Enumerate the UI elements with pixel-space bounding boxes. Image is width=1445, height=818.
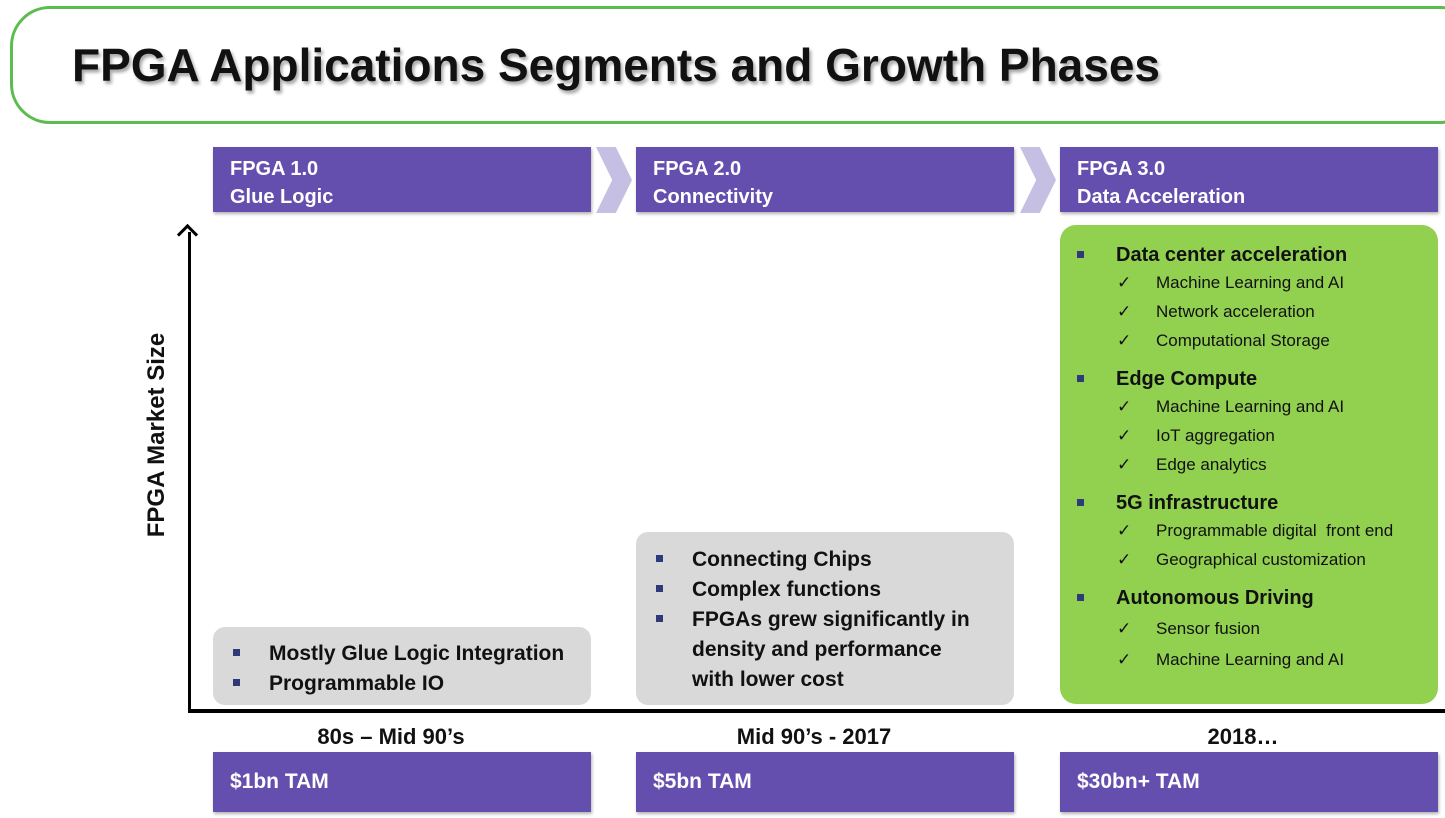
title-frame xyxy=(10,6,1445,124)
segment-edge-compute: Edge Compute ✓ Machine Learning and AI ✓ I… xyxy=(1060,366,1438,479)
list-item: ✓ Machine Learning and AI xyxy=(1060,645,1438,674)
checkmark-icon: ✓ xyxy=(1117,619,1132,638)
list-item: ✓ IoT aggregation xyxy=(1060,421,1438,450)
checkmark-icon: ✓ xyxy=(1117,273,1132,292)
phase-3-tam: $30bn+ TAM xyxy=(1060,752,1438,812)
square-bullet-icon xyxy=(656,585,663,592)
phase-1-box: Mostly Glue Logic Integration Programmab… xyxy=(213,627,591,705)
x-axis xyxy=(188,709,1445,713)
list-item: ✓ Edge analytics xyxy=(1060,450,1438,479)
list-item: ✓ Computational Storage xyxy=(1060,326,1438,355)
square-bullet-icon xyxy=(1077,375,1084,382)
list-item: Complex functions xyxy=(636,575,1014,605)
square-bullet-icon xyxy=(656,615,663,622)
phase-1-name: Glue Logic xyxy=(230,186,334,208)
segment-data-center: Data center acceleration ✓ Machine Learni… xyxy=(1060,242,1438,355)
checkmark-icon: ✓ xyxy=(1117,550,1132,569)
checkmark-icon: ✓ xyxy=(1117,397,1132,416)
square-bullet-icon xyxy=(233,649,240,656)
checkmark-icon: ✓ xyxy=(1117,331,1132,350)
list-item: ✓ Machine Learning and AI xyxy=(1060,268,1438,297)
list-item: ✓ Programmable digital front end xyxy=(1060,516,1438,545)
phase-1-header: FPGA 1.0 Glue Logic xyxy=(213,147,591,212)
phase-2-era: Mid 90’s - 2017 xyxy=(736,724,892,749)
square-bullet-icon xyxy=(1077,251,1084,258)
list-item: ✓ Machine Learning and AI xyxy=(1060,392,1438,421)
list-item: Mostly Glue Logic Integration xyxy=(213,639,591,669)
list-item: Programmable IO xyxy=(213,669,591,699)
phase-2-name: Connectivity xyxy=(653,186,774,208)
square-bullet-icon xyxy=(1077,499,1084,506)
phase-3-box: Data center acceleration ✓ Machine Learni… xyxy=(1060,225,1438,704)
checkmark-icon: ✓ xyxy=(1117,521,1132,540)
phase-3-version: FPGA 3.0 xyxy=(1077,158,1166,180)
segment-5g: 5G infrastructure ✓ Programmable digital … xyxy=(1060,490,1438,574)
square-bullet-icon xyxy=(233,679,240,686)
square-bullet-icon xyxy=(1077,594,1084,601)
phase-3-name: Data Acceleration xyxy=(1077,186,1246,208)
phase-1-era: 80s – Mid 90’s xyxy=(317,724,465,749)
list-item: Connecting Chips xyxy=(636,545,1014,575)
checkmark-icon: ✓ xyxy=(1117,455,1132,474)
arrow-up-icon xyxy=(176,223,199,246)
page-title: FPGA Applications Segments and Growth Ph… xyxy=(72,39,1161,91)
list-item: ✓ Sensor fusion xyxy=(1060,614,1438,643)
list-item: ✓ Geographical customization xyxy=(1060,545,1438,574)
square-bullet-icon xyxy=(656,555,663,562)
segment-autonomous: Autonomous Driving ✓ Sensor fusion ✓ Machi… xyxy=(1060,585,1438,674)
chevron-right-icon xyxy=(1020,147,1056,213)
checkmark-icon: ✓ xyxy=(1117,302,1132,321)
chevron-right-icon xyxy=(596,147,632,213)
y-axis-label: FPGA Market Size xyxy=(143,332,170,538)
checkmark-icon: ✓ xyxy=(1117,650,1132,669)
list-item: FPGAs grew significantly in density and … xyxy=(636,605,1014,695)
phase-1-version: FPGA 1.0 xyxy=(230,158,319,180)
checkmark-icon: ✓ xyxy=(1117,426,1132,445)
phase-2-header: FPGA 2.0 Connectivity xyxy=(636,147,1014,212)
phase-3-header: FPGA 3.0 Data Acceleration xyxy=(1060,147,1438,212)
phase-2-box: Connecting Chips Complex functions FPGAs… xyxy=(636,532,1014,705)
list-item: ✓ Network acceleration xyxy=(1060,297,1438,326)
phase-2-version: FPGA 2.0 xyxy=(653,158,742,180)
phase-2-tam: $5bn TAM xyxy=(636,752,1014,812)
y-axis xyxy=(188,232,191,712)
phase-1-tam: $1bn TAM xyxy=(213,752,591,812)
phase-3-era: 2018… xyxy=(1207,724,1279,749)
